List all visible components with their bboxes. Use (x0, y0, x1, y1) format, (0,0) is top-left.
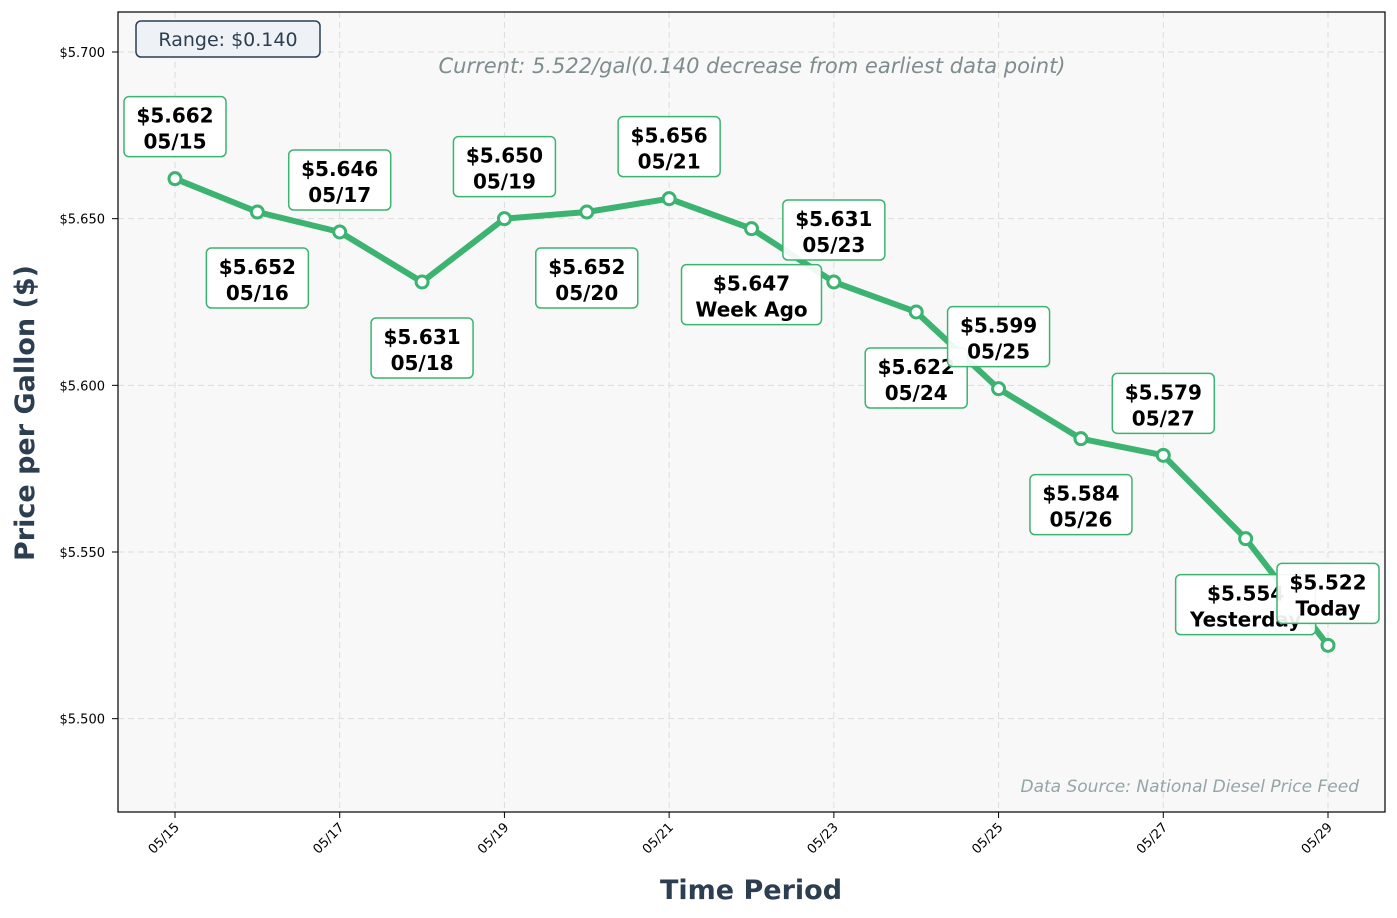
data-label-price: $5.662 (136, 104, 213, 128)
data-label-date: 05/27 (1132, 406, 1195, 430)
point-markers (167, 171, 1336, 653)
data-label-price: $5.579 (1125, 380, 1202, 404)
current-price-note: Current: 5.522/gal(0.140 decrease from e… (438, 54, 1065, 78)
data-point (496, 211, 512, 227)
data-label-box (287, 149, 392, 211)
data-label-box (370, 317, 474, 379)
data-label-date: 05/19 (473, 170, 536, 194)
data-label-price: $5.656 (631, 124, 708, 148)
data-label-box (864, 347, 968, 409)
y-tick-label: $5.650 (60, 213, 106, 228)
y-axis: $5.500 $5.550 $5.600 $5.650 $5.700 (60, 46, 118, 728)
data-point (167, 171, 183, 187)
data-point (991, 381, 1007, 397)
data-label-box (535, 247, 639, 309)
data-source-note: Data Source: National Diesel Price Feed (1020, 777, 1359, 797)
data-label-box (205, 247, 310, 309)
data-point (661, 191, 677, 207)
data-label-box (617, 115, 721, 178)
data-label-box (452, 135, 557, 198)
data-point (332, 224, 348, 240)
data-label-date: 05/17 (308, 183, 371, 207)
data-label-price: $5.652 (548, 255, 625, 279)
y-tick-label: $5.550 (60, 546, 106, 561)
data-label-box (946, 305, 1051, 368)
data-point (1320, 637, 1336, 653)
data-label-date: 05/23 (802, 233, 865, 257)
y-tick-label: $5.500 (60, 713, 106, 728)
x-axis-label: Time Period (660, 875, 842, 906)
data-label-price: $5.631 (795, 207, 872, 231)
data-point (1238, 531, 1254, 547)
data-point (1073, 431, 1089, 447)
data-point (249, 204, 265, 220)
x-tick-label: 05/23 (805, 820, 842, 857)
x-tick-label: 05/25 (969, 820, 1006, 857)
x-tick-label: 05/27 (1134, 820, 1171, 857)
data-label-box (782, 199, 886, 261)
x-tick-label: 05/21 (640, 820, 677, 857)
data-label-price: $5.650 (466, 144, 543, 168)
x-tick-label: 05/19 (475, 820, 512, 857)
data-label-price: $5.584 (1042, 482, 1119, 506)
data-label-box (1111, 372, 1216, 435)
x-tick-label: 05/15 (146, 820, 183, 857)
x-axis: 05/15 05/17 05/19 05/21 05/23 05/25 05/27 05/29 (146, 812, 1336, 857)
data-point (1155, 447, 1171, 463)
range-box: Range: $0.140 (135, 20, 321, 58)
y-tick-label: $5.600 (60, 379, 106, 394)
data-label-date: 05/24 (885, 381, 948, 405)
data-label-date: Week Ago (695, 298, 807, 322)
data-label-date: 05/15 (144, 130, 207, 154)
data-labels: $5.66205/15$5.65205/16$5.64605/17$5.6310… (123, 95, 1380, 636)
data-label-date: 05/25 (967, 340, 1030, 364)
data-label-date: 05/20 (555, 281, 618, 305)
data-label-box (680, 263, 823, 326)
data-point (744, 221, 759, 237)
data-label-date: 05/26 (1049, 508, 1112, 532)
y-axis-label: Price per Gallon ($) (10, 265, 41, 561)
data-label-date: 05/21 (638, 150, 701, 174)
data-label-box (123, 95, 227, 158)
x-tick-label: 05/17 (310, 820, 347, 857)
data-point (908, 304, 924, 320)
data-label-date: 05/18 (391, 351, 454, 375)
range-label: Range: $0.140 (158, 29, 297, 51)
data-point (579, 204, 595, 220)
data-label-price: $5.522 (1289, 570, 1366, 594)
data-label-box (1276, 562, 1380, 625)
data-label-price: $5.599 (960, 314, 1037, 338)
data-point (826, 274, 842, 290)
data-label-date: Today (1296, 596, 1361, 620)
data-label-price: $5.646 (301, 157, 378, 181)
x-tick-label: 05/29 (1299, 820, 1336, 857)
data-label-price: $5.622 (878, 355, 955, 379)
data-label-price: $5.554 (1207, 582, 1284, 606)
data-label-price: $5.647 (713, 272, 790, 296)
data-label-price: $5.631 (383, 325, 460, 349)
data-label-box (1029, 473, 1133, 536)
data-label-date: 05/16 (226, 281, 289, 305)
data-label-price: $5.652 (219, 255, 296, 279)
y-tick-label: $5.700 (60, 46, 106, 61)
data-point (414, 274, 430, 290)
plot-frame (117, 11, 1386, 813)
